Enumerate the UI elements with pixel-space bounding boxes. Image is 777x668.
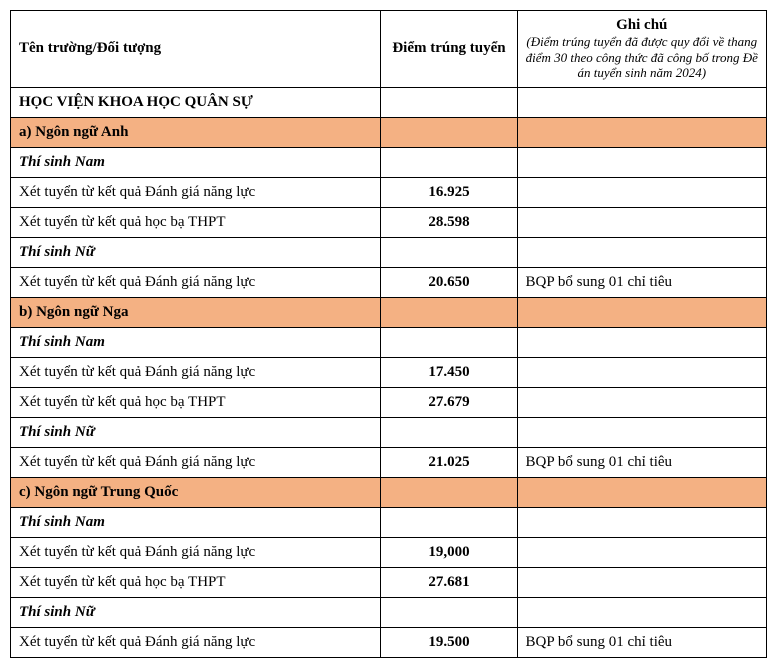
row-note: BQP bổ sung 01 chỉ tiêu [517, 447, 766, 477]
section-row: a) Ngôn ngữ Anh [11, 117, 767, 147]
empty-cell [381, 147, 517, 177]
header-note-sub: (Điểm trúng tuyển đã được quy đổi về tha… [526, 34, 758, 81]
empty-cell [517, 237, 766, 267]
empty-cell [517, 297, 766, 327]
row-name: Xét tuyển từ kết quả học bạ THPT [11, 207, 381, 237]
row-score: 27.681 [381, 567, 517, 597]
data-row: Xét tuyển từ kết quả Đánh giá năng lực 2… [11, 267, 767, 297]
row-note: BQP bổ sung 01 chỉ tiêu [517, 267, 766, 297]
row-note [517, 357, 766, 387]
row-note [517, 537, 766, 567]
data-row: Xét tuyển từ kết quả Đánh giá năng lực 1… [11, 357, 767, 387]
row-score: 20.650 [381, 267, 517, 297]
group-label: Thí sinh Nam [11, 507, 381, 537]
row-note [517, 387, 766, 417]
empty-cell [381, 297, 517, 327]
institution-name: HỌC VIỆN KHOA HỌC QUÂN SỰ [11, 87, 381, 117]
empty-cell [381, 477, 517, 507]
group-label: Thí sinh Nam [11, 147, 381, 177]
empty-cell [381, 597, 517, 627]
empty-cell [381, 417, 517, 447]
group-label: Thí sinh Nam [11, 327, 381, 357]
row-score: 28.598 [381, 207, 517, 237]
row-score: 19,000 [381, 537, 517, 567]
empty-cell [517, 507, 766, 537]
empty-cell [381, 507, 517, 537]
group-row: Thí sinh Nam [11, 507, 767, 537]
row-score: 27.679 [381, 387, 517, 417]
header-row: Tên trường/Đối tượng Điểm trúng tuyển Gh… [11, 11, 767, 88]
data-row: Xét tuyển từ kết quả Đánh giá năng lực 1… [11, 537, 767, 567]
empty-cell [517, 477, 766, 507]
empty-cell [517, 117, 766, 147]
row-name: Xét tuyển từ kết quả học bạ THPT [11, 567, 381, 597]
section-row: c) Ngôn ngữ Trung Quốc [11, 477, 767, 507]
header-score: Điểm trúng tuyển [381, 11, 517, 88]
row-note [517, 177, 766, 207]
header-note-title: Ghi chú [526, 17, 758, 34]
row-name: Xét tuyển từ kết quả học bạ THPT [11, 387, 381, 417]
row-name: Xét tuyển từ kết quả Đánh giá năng lực [11, 627, 381, 657]
data-row: Xét tuyển từ kết quả học bạ THPT 28.598 [11, 207, 767, 237]
empty-cell [381, 237, 517, 267]
institution-row: HỌC VIỆN KHOA HỌC QUÂN SỰ [11, 87, 767, 117]
empty-cell [381, 87, 517, 117]
group-row: Thí sinh Nam [11, 327, 767, 357]
data-row: Xét tuyển từ kết quả Đánh giá năng lực 2… [11, 447, 767, 477]
group-label: Thí sinh Nữ [11, 597, 381, 627]
row-note: BQP bổ sung 01 chỉ tiêu [517, 627, 766, 657]
admission-table: Tên trường/Đối tượng Điểm trúng tuyển Gh… [10, 10, 767, 658]
group-label: Thí sinh Nữ [11, 417, 381, 447]
section-row: b) Ngôn ngữ Nga [11, 297, 767, 327]
data-row: Xét tuyển từ kết quả học bạ THPT 27.681 [11, 567, 767, 597]
row-name: Xét tuyển từ kết quả Đánh giá năng lực [11, 267, 381, 297]
row-name: Xét tuyển từ kết quả Đánh giá năng lực [11, 537, 381, 567]
header-name: Tên trường/Đối tượng [11, 11, 381, 88]
row-score: 17.450 [381, 357, 517, 387]
data-row: Xét tuyển từ kết quả Đánh giá năng lực 1… [11, 177, 767, 207]
row-name: Xét tuyển từ kết quả Đánh giá năng lực [11, 177, 381, 207]
row-name: Xét tuyển từ kết quả Đánh giá năng lực [11, 357, 381, 387]
data-row: Xét tuyển từ kết quả Đánh giá năng lực 1… [11, 627, 767, 657]
empty-cell [517, 147, 766, 177]
group-row: Thí sinh Nữ [11, 417, 767, 447]
row-name: Xét tuyển từ kết quả Đánh giá năng lực [11, 447, 381, 477]
empty-cell [381, 117, 517, 147]
empty-cell [381, 327, 517, 357]
section-title: b) Ngôn ngữ Nga [11, 297, 381, 327]
section-title: c) Ngôn ngữ Trung Quốc [11, 477, 381, 507]
data-row: Xét tuyển từ kết quả học bạ THPT 27.679 [11, 387, 767, 417]
row-note [517, 567, 766, 597]
empty-cell [517, 87, 766, 117]
row-score: 21.025 [381, 447, 517, 477]
empty-cell [517, 597, 766, 627]
header-note: Ghi chú (Điểm trúng tuyển đã được quy đổ… [517, 11, 766, 88]
group-label: Thí sinh Nữ [11, 237, 381, 267]
section-title: a) Ngôn ngữ Anh [11, 117, 381, 147]
row-score: 19.500 [381, 627, 517, 657]
row-score: 16.925 [381, 177, 517, 207]
empty-cell [517, 417, 766, 447]
row-note [517, 207, 766, 237]
group-row: Thí sinh Nữ [11, 237, 767, 267]
group-row: Thí sinh Nam [11, 147, 767, 177]
empty-cell [517, 327, 766, 357]
group-row: Thí sinh Nữ [11, 597, 767, 627]
